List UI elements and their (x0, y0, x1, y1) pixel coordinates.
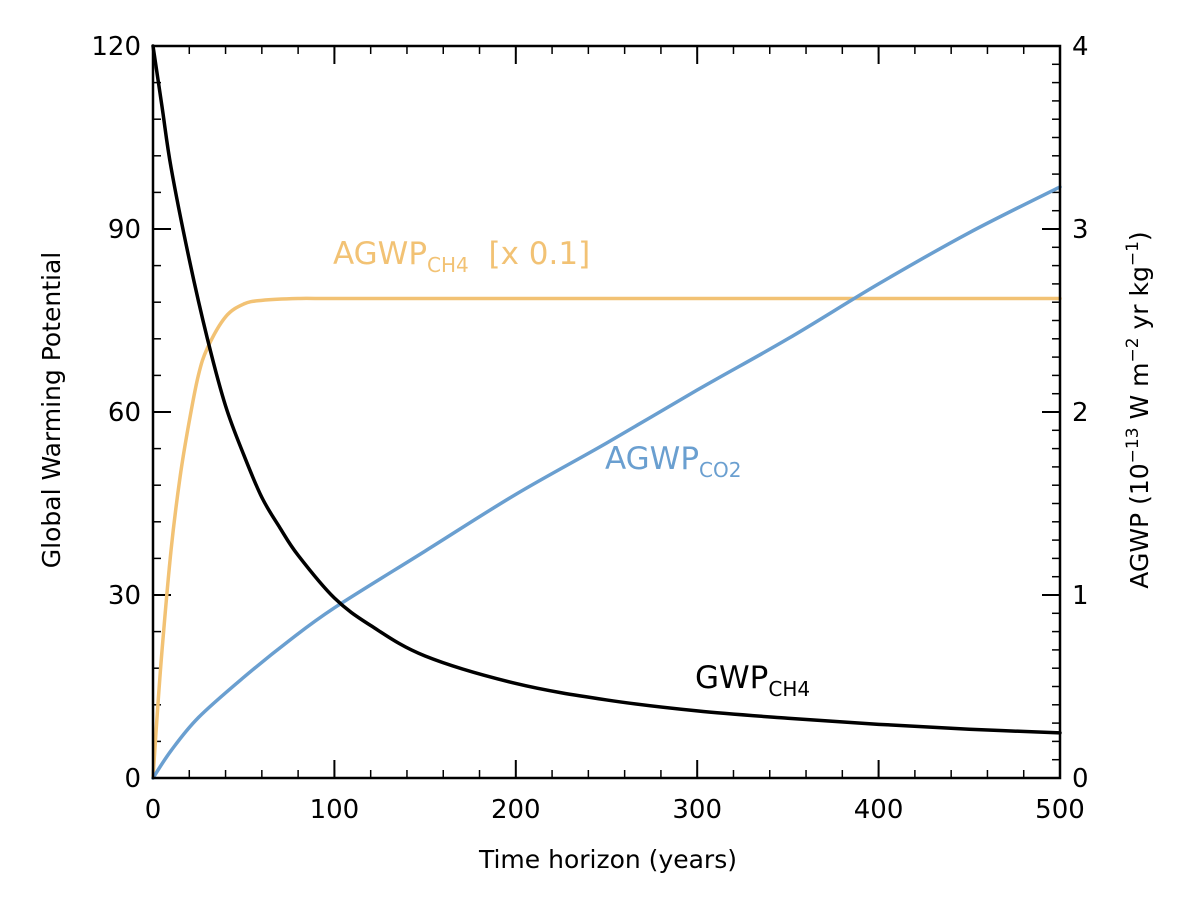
y-right-title-mid: W m (1125, 363, 1154, 428)
series-line-gwp-ch4 (151, 44, 1062, 735)
y-right-title-exp2: −2 (1123, 337, 1143, 362)
y-right-tick-label: 2 (1072, 398, 1089, 428)
y-left-tick-label: 60 (108, 398, 141, 428)
y-right-title-exp1: −13 (1123, 427, 1143, 463)
y-right-tick-label: 4 (1072, 32, 1089, 62)
y-left-tick-label: 0 (124, 764, 141, 794)
y-right-tick-label: 3 (1072, 215, 1089, 245)
x-tick-label: 100 (310, 795, 360, 825)
major-ticks (152, 45, 1061, 779)
y-left-tick-labels: 0 30 60 90 120 (91, 32, 141, 794)
series-label-agwp-co2: AGWPCO2 (605, 441, 741, 482)
x-tick-label: 400 (854, 795, 904, 825)
x-tick-labels: 0 100 200 300 400 500 (145, 795, 1085, 825)
series-lines (151, 44, 1062, 780)
series-label-gwp-ch4: GWPCH4 (695, 660, 810, 701)
agwp-ch4-label-tail: [x 0.1] (469, 236, 590, 272)
x-tick-label: 500 (1035, 795, 1085, 825)
x-tick-label: 200 (491, 795, 541, 825)
series-label-agwp-ch4: AGWPCH4 [x 0.1] (333, 236, 590, 277)
y-left-axis-title: Global Warming Potential (37, 252, 66, 568)
x-tick-label: 0 (145, 795, 162, 825)
gwp-ch4-label-main: GWP (695, 660, 768, 696)
x-axis-title: Time horizon (years) (478, 845, 737, 874)
y-right-axis-title: AGWP (10−13 W m−2 yr kg−1) (1123, 231, 1154, 588)
agwp-co2-label-sub: CO2 (699, 458, 741, 482)
y-right-tick-label: 1 (1072, 581, 1089, 611)
y-left-tick-label: 30 (108, 581, 141, 611)
y-right-title-mid2: yr kg (1125, 266, 1154, 337)
agwp-co2-label-main: AGWP (605, 441, 699, 477)
plot-frame (151, 44, 1062, 780)
y-right-tick-labels: 0 1 2 3 4 (1072, 32, 1089, 794)
y-right-title-prefix: AGWP (10 (1125, 463, 1154, 588)
y-right-title-suffix: ) (1125, 231, 1154, 241)
gwp-ch4-label-sub: CH4 (768, 677, 810, 701)
x-tick-label: 300 (672, 795, 722, 825)
series-line-agwp-ch4-x-0-1 (151, 296, 1062, 780)
y-left-tick-label: 120 (91, 32, 141, 62)
y-right-tick-label: 0 (1072, 764, 1089, 794)
agwp-ch4-label-main: AGWP (333, 236, 427, 272)
agwp-ch4-label-sub: CH4 (427, 253, 469, 277)
series-line-agwp-co2 (151, 185, 1062, 780)
minor-ticks (152, 45, 1061, 779)
y-right-title-exp3: −1 (1123, 241, 1143, 266)
y-left-tick-label: 90 (108, 215, 141, 245)
